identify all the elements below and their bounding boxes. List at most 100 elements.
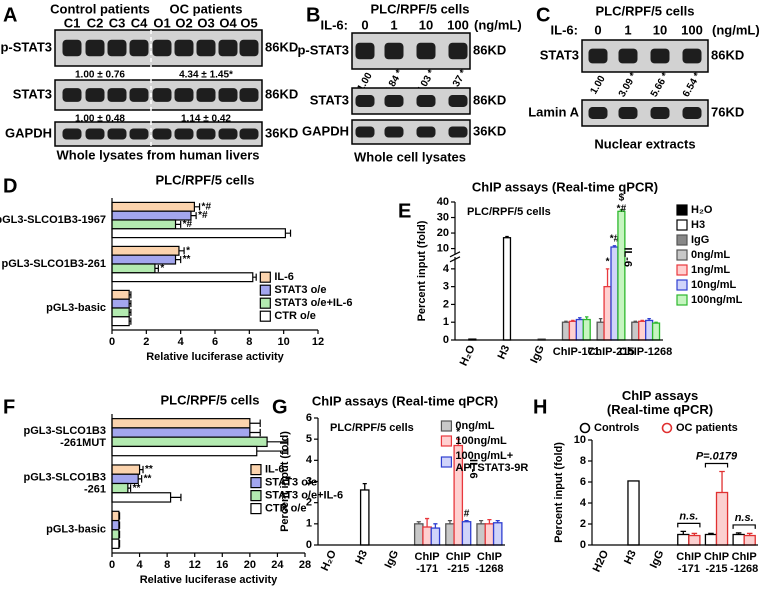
legend-swatch	[259, 310, 271, 322]
bar	[111, 307, 130, 318]
legend-swatch	[676, 219, 688, 231]
size-label: 86KD	[711, 47, 744, 62]
panel-label: E	[398, 200, 411, 222]
legend-swatch	[579, 422, 591, 434]
legend-label: 100ng/mL+ APTSTAT3-9R	[455, 450, 528, 474]
bar	[111, 254, 177, 265]
legend-label: 0ng/mL	[691, 249, 730, 261]
blot-band	[107, 88, 127, 102]
row-label: p-STAT3	[297, 42, 349, 57]
bar	[111, 482, 129, 494]
error-bar	[456, 438, 461, 446]
panel-label: F	[3, 396, 15, 418]
significance: #	[464, 508, 470, 519]
bar	[492, 522, 503, 546]
significance: *#	[183, 219, 193, 230]
error-bar	[433, 523, 438, 529]
row-label: STAT3	[13, 86, 52, 101]
category-label: ChIP-1268	[730, 551, 758, 575]
blot-title: PLC/RPF/5 cells	[596, 3, 695, 18]
category-label: ChIP-215	[446, 551, 471, 575]
category-label: pGL3-SLCO1B3-1967	[0, 214, 106, 226]
legend-swatch	[676, 249, 688, 261]
bar	[715, 491, 729, 546]
blot-band	[384, 42, 404, 60]
comparison-label: n.s.	[735, 512, 754, 524]
error-bar	[680, 530, 687, 535]
error-bar	[127, 484, 132, 492]
comparison-label: n.s.	[679, 510, 698, 522]
error-bar	[154, 264, 159, 272]
error-bar	[129, 291, 132, 299]
unit-label: (ng/mL)	[474, 17, 522, 32]
legend-label: H3	[691, 219, 705, 231]
error-bar	[362, 482, 367, 490]
legend-label: CTR o/e	[274, 310, 316, 322]
bar	[651, 322, 661, 341]
bar	[430, 527, 441, 546]
bar	[111, 510, 120, 522]
error-bar	[654, 321, 658, 324]
blot-band	[239, 39, 259, 57]
error-bar	[249, 428, 261, 437]
bar	[111, 219, 177, 230]
error-bar	[447, 520, 453, 524]
quantification: 1.14 ± 0.42	[181, 114, 231, 125]
legend-swatch	[676, 279, 688, 291]
error-bar	[647, 318, 651, 321]
bar	[111, 529, 120, 540]
bar	[617, 210, 626, 341]
lane-label: 100	[447, 17, 469, 32]
significance: **	[144, 474, 152, 485]
size-label: 86KD	[265, 39, 298, 54]
row-label: GAPDH	[302, 123, 349, 138]
legend-swatch	[250, 490, 262, 502]
x-axis-label: Relative luciferase activity	[146, 351, 284, 363]
error-bar	[464, 520, 469, 522]
blot-band	[107, 128, 127, 140]
error-bar	[170, 493, 182, 502]
chart-title: PLC/RPF/5 cells	[156, 172, 255, 187]
category-label: H3	[622, 548, 639, 566]
blot-band	[448, 42, 468, 60]
legend-swatch	[259, 271, 271, 283]
y-tick-label: 3	[443, 281, 449, 293]
y-tick-label: 2	[443, 298, 449, 310]
blot-band	[588, 48, 608, 64]
error-bar	[252, 273, 257, 281]
x-axis-label: Relative luciferase activity	[140, 574, 278, 586]
category-label: ChIP-171	[553, 346, 600, 358]
bar	[461, 521, 472, 546]
y-axis-label: Percent input (fold)	[553, 442, 565, 543]
error-bar	[479, 520, 484, 524]
blot-band	[152, 128, 172, 140]
error-bar	[285, 229, 292, 237]
bar	[631, 321, 640, 341]
error-bar	[416, 521, 421, 524]
chart-title: PLC/RPF/5 cells	[161, 392, 260, 407]
group-label: IL-6	[467, 459, 479, 479]
lane-label: O2	[175, 15, 192, 30]
category-label: pGL3-basic	[46, 524, 106, 536]
y-tick-label: 5	[306, 433, 312, 445]
blot-band	[129, 128, 149, 140]
error-bar	[505, 235, 509, 238]
blot-band	[618, 107, 638, 119]
legend-swatch	[440, 435, 453, 447]
blot-band	[448, 95, 468, 107]
category-label: ChIP-1268	[619, 346, 672, 358]
x-tick-label: 8	[164, 559, 170, 571]
legend-swatch	[676, 294, 688, 306]
blot-band	[62, 88, 82, 102]
legend-swatch	[440, 456, 453, 468]
y-tick-label: 4	[306, 454, 313, 466]
lane-label: 0	[594, 22, 601, 37]
panel-label: H	[533, 396, 547, 418]
significance: *#	[198, 210, 208, 221]
bar	[111, 201, 196, 212]
panel-label: A	[3, 4, 17, 26]
legend-swatch	[259, 284, 271, 296]
bar	[645, 319, 654, 341]
significance: $ *#	[617, 192, 627, 214]
